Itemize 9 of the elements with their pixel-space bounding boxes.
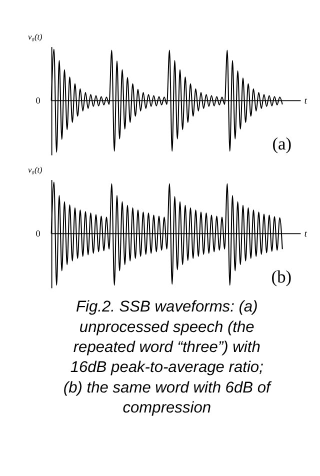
text: 0 [36,95,41,106]
x-axis-title: t [304,228,308,238]
text: 0 [36,228,41,238]
annotation: (b) [271,266,292,286]
caption: Fig.2. SSB waveforms: (a) unprocessed speech (the repeated word “three”) with 16dB peak-to-average ratio; (b) the same word with 6dB of compression [63,298,272,416]
y-axis-title: v₀(t) [28,32,43,42]
y-axis-title: v₀(t) [28,166,43,175]
x-axis-title: t [304,95,308,106]
annotation: (a) [272,133,292,154]
